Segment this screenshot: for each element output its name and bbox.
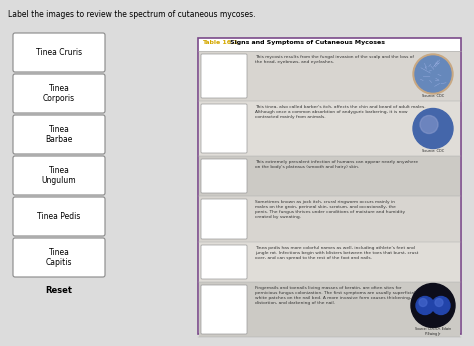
Text: Label the images to review the spectrum of cutaneous mycoses.: Label the images to review the spectrum … bbox=[8, 10, 255, 19]
FancyBboxPatch shape bbox=[13, 197, 105, 236]
Text: Source: CDC/Dr. Edwin
P.Ewing Jr: Source: CDC/Dr. Edwin P.Ewing Jr bbox=[415, 328, 451, 336]
Text: Tinea Cruris: Tinea Cruris bbox=[36, 48, 82, 57]
FancyBboxPatch shape bbox=[201, 159, 247, 193]
Bar bbox=[199, 101, 460, 156]
FancyBboxPatch shape bbox=[13, 115, 105, 154]
Text: Source: CDC: Source: CDC bbox=[422, 94, 444, 98]
Bar bbox=[199, 196, 460, 242]
Bar bbox=[198, 38, 461, 334]
FancyBboxPatch shape bbox=[13, 156, 105, 195]
Bar bbox=[199, 282, 460, 337]
Bar bbox=[199, 242, 460, 282]
Circle shape bbox=[416, 297, 434, 315]
FancyBboxPatch shape bbox=[201, 285, 247, 334]
FancyBboxPatch shape bbox=[201, 104, 247, 153]
Text: Tinea
Ungulum: Tinea Ungulum bbox=[42, 166, 76, 185]
Text: This tinea, also called barber's itch, affects the chin and beard of adult males: This tinea, also called barber's itch, a… bbox=[255, 105, 426, 119]
FancyBboxPatch shape bbox=[201, 245, 247, 279]
Text: Sometimes known as jock itch, crural ringworm occurs mainly in
males on the groi: Sometimes known as jock itch, crural rin… bbox=[255, 200, 405, 219]
FancyBboxPatch shape bbox=[13, 238, 105, 277]
Text: Tinea
Corporis: Tinea Corporis bbox=[43, 84, 75, 103]
FancyBboxPatch shape bbox=[201, 199, 247, 239]
Bar bbox=[199, 156, 460, 196]
Text: Fingernails and toenails living masses of keratin, are often sites for
perniciou: Fingernails and toenails living masses o… bbox=[255, 286, 415, 305]
Text: Source: CDC: Source: CDC bbox=[422, 148, 444, 153]
FancyBboxPatch shape bbox=[13, 33, 105, 72]
Text: Tinea Pedis: Tinea Pedis bbox=[37, 212, 81, 221]
FancyBboxPatch shape bbox=[201, 54, 247, 98]
Text: This extremely prevalent infection of humans can appear nearly anywhere
on the b: This extremely prevalent infection of hu… bbox=[255, 160, 418, 169]
Text: Tinea pedis has more colorful names as well, including athlete's feet and
jungle: Tinea pedis has more colorful names as w… bbox=[255, 246, 419, 260]
FancyBboxPatch shape bbox=[13, 74, 105, 113]
Text: Tinea
Barbae: Tinea Barbae bbox=[46, 125, 73, 144]
Text: Table 16.1: Table 16.1 bbox=[202, 40, 240, 45]
Circle shape bbox=[413, 109, 453, 148]
Circle shape bbox=[415, 56, 451, 92]
Text: Signs and Symptoms of Cutaneous Mycoses: Signs and Symptoms of Cutaneous Mycoses bbox=[230, 40, 385, 45]
Circle shape bbox=[413, 54, 453, 94]
Text: Tinea
Capitis: Tinea Capitis bbox=[46, 248, 72, 267]
Circle shape bbox=[420, 116, 438, 134]
Circle shape bbox=[419, 299, 427, 307]
Circle shape bbox=[411, 283, 455, 328]
Text: This mycosis results from the fungal invasion of the scalp and the loss of
the h: This mycosis results from the fungal inv… bbox=[255, 55, 414, 64]
Circle shape bbox=[432, 297, 450, 315]
Text: Reset: Reset bbox=[46, 286, 73, 295]
Circle shape bbox=[435, 299, 443, 307]
Bar bbox=[199, 51, 460, 101]
